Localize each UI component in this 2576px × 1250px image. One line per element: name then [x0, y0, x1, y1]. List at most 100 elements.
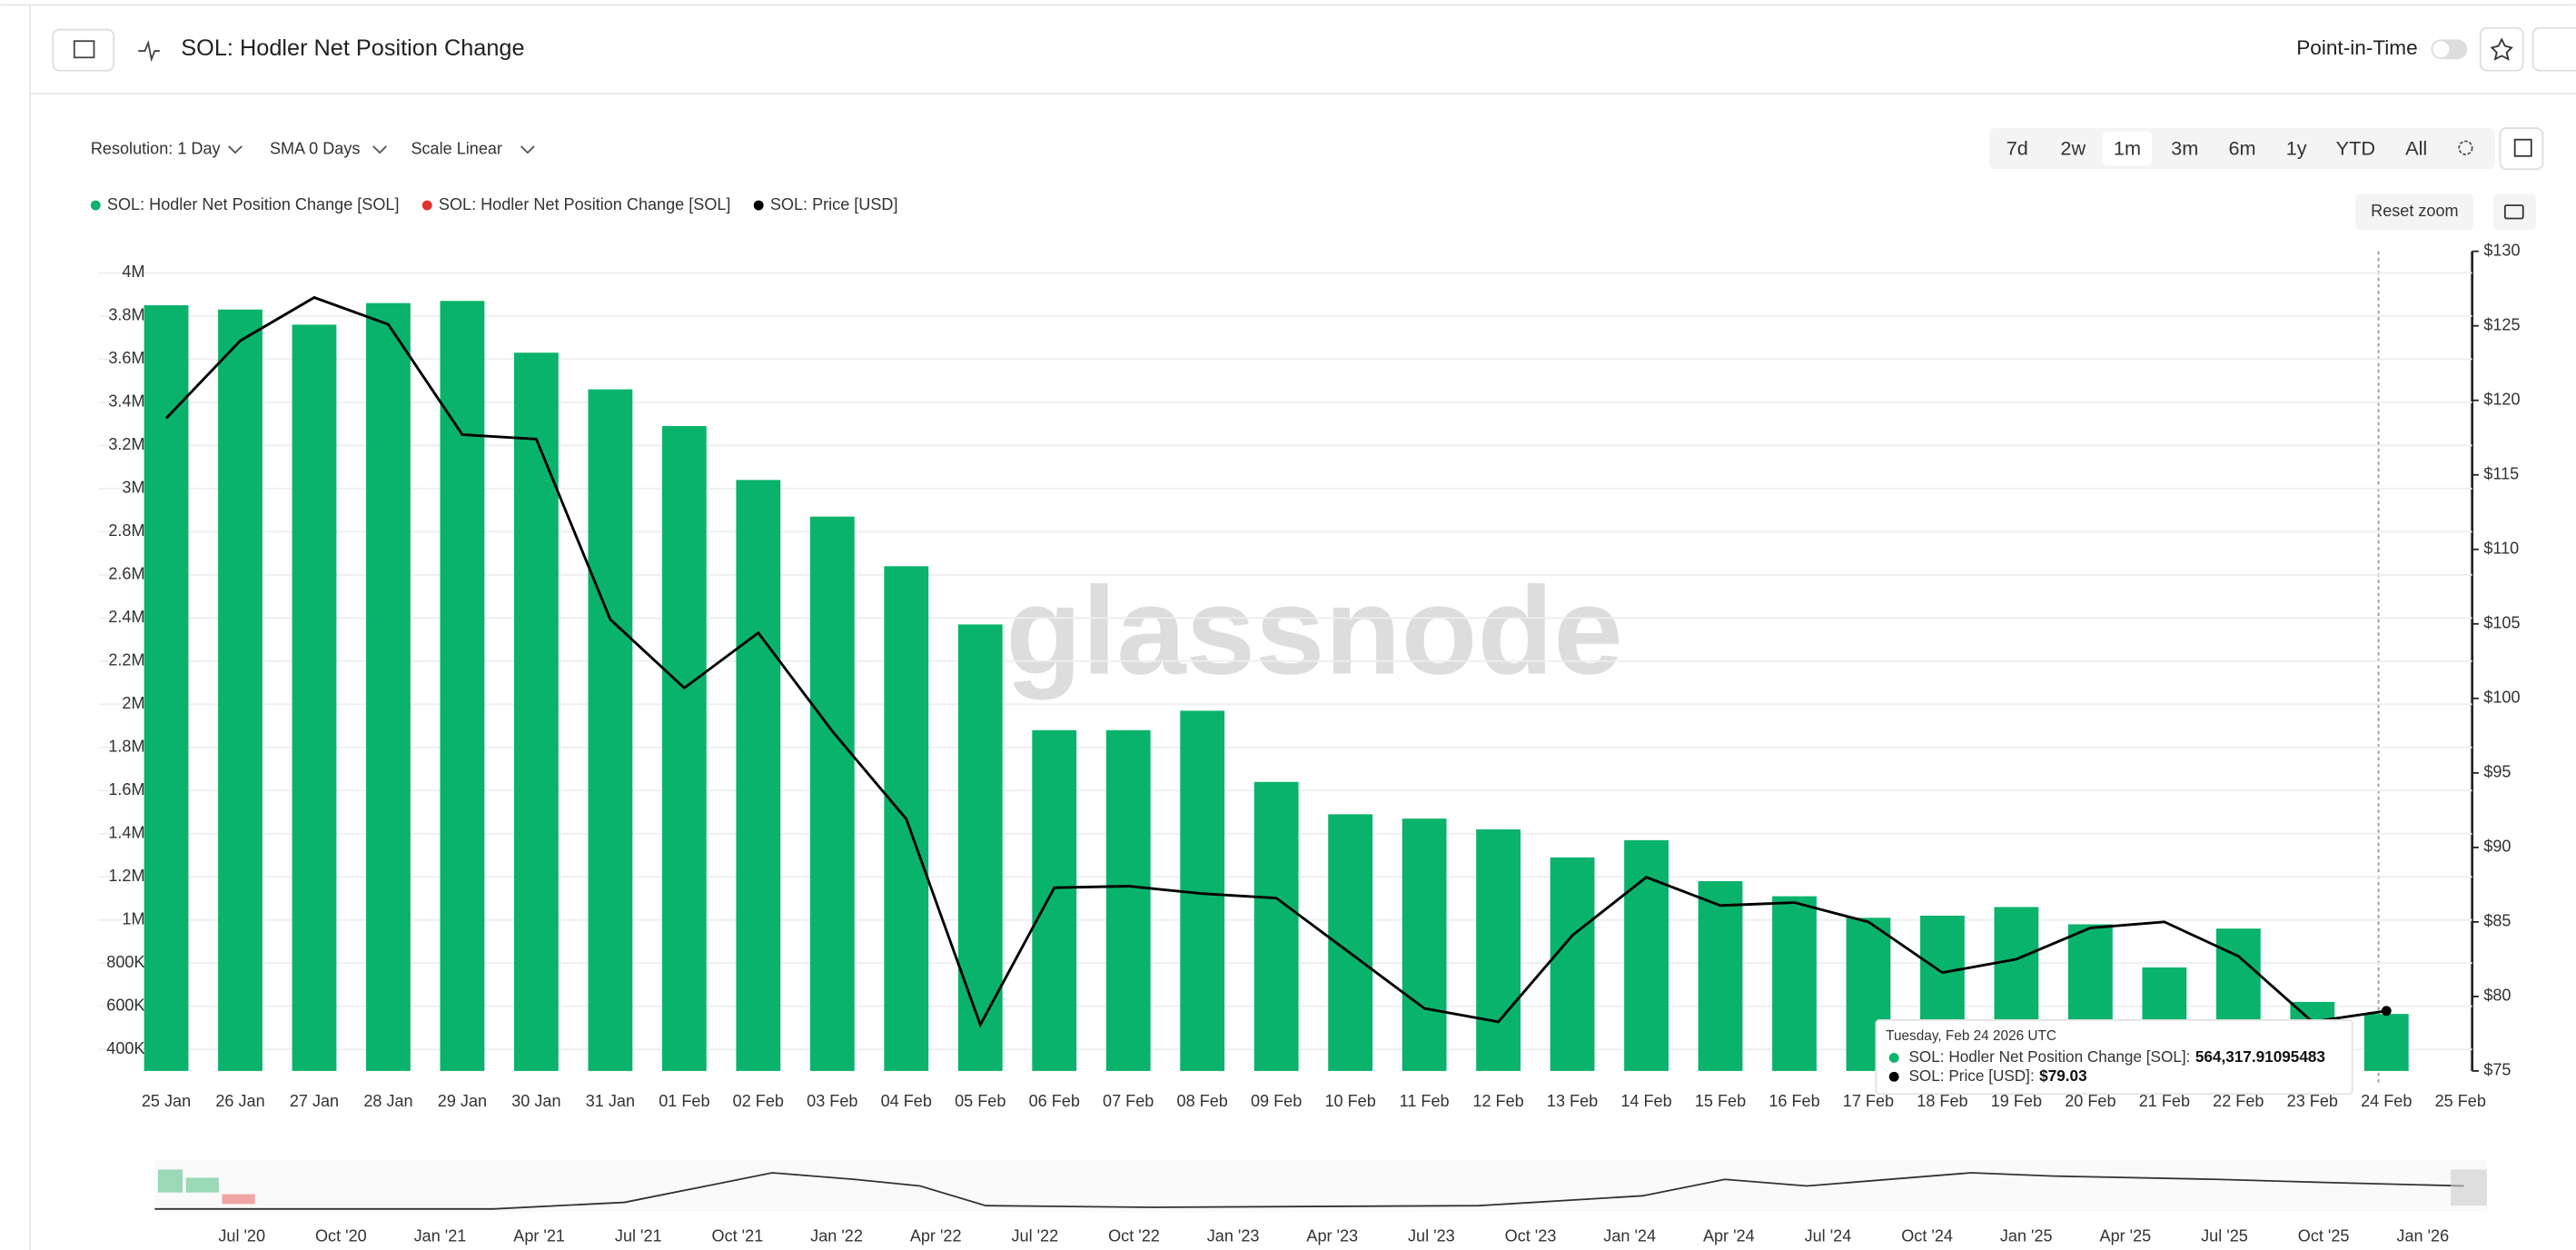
calendar-icon	[2513, 138, 2532, 157]
navigator-label: Oct '25	[2298, 1226, 2350, 1245]
navigator-label: Jul '25	[2201, 1226, 2248, 1245]
legend-dot	[421, 200, 432, 211]
navigator-area	[185, 1177, 219, 1193]
tooltip-dot	[1888, 1053, 1899, 1063]
bar	[1550, 857, 1595, 1071]
range-button[interactable]: 7d	[2006, 136, 2028, 159]
range-button[interactable]: 1m	[2114, 136, 2141, 159]
range-button[interactable]: 2w	[2060, 136, 2086, 159]
bar	[736, 480, 781, 1071]
y2-tick-label: $90	[2483, 838, 2511, 856]
navigator-label: Jul '22	[1011, 1226, 1058, 1245]
navigator-window[interactable]	[2451, 1169, 2487, 1206]
hover-point	[2381, 1006, 2392, 1017]
navigator-label: Jul '23	[1408, 1226, 1455, 1245]
navigator-label: Oct '20	[315, 1226, 367, 1245]
y2-tick-label: $110	[2483, 540, 2519, 558]
x-tick-label: 28 Jan	[363, 1092, 412, 1110]
range-button[interactable]: 6m	[2228, 136, 2255, 159]
y-tick-label: 2M	[122, 694, 144, 712]
range-button[interactable]: 1y	[2286, 136, 2307, 159]
x-tick-label: 25 Jan	[142, 1092, 191, 1110]
navigator-label: Jan '23	[1207, 1226, 1260, 1245]
zoom-icon	[2458, 140, 2473, 155]
navigator	[154, 1159, 2487, 1213]
price-line	[164, 295, 2387, 1028]
resolution-dropdown[interactable]: Resolution: 1 Day	[91, 139, 221, 157]
navigator-area	[222, 1194, 255, 1205]
navigator-label: Oct '22	[1108, 1226, 1160, 1245]
bar	[809, 516, 855, 1071]
bar	[1402, 818, 1447, 1071]
chevron	[228, 145, 243, 154]
x-tick-label: 30 Jan	[511, 1092, 560, 1110]
x-tick-label: 16 Feb	[1769, 1092, 1819, 1110]
x-tick-label: 15 Feb	[1695, 1092, 1746, 1110]
scale-dropdown[interactable]: Scale Linear	[411, 139, 502, 157]
legend-label[interactable]: SOL: Hodler Net Position Change [SOL]	[107, 195, 400, 213]
sidebar-button[interactable]	[52, 28, 115, 72]
navigator-label: Jul '24	[1805, 1226, 1852, 1245]
y-tick-label: 600K	[106, 996, 144, 1014]
x-tick-label: 04 Feb	[881, 1092, 932, 1110]
range-button[interactable]: All	[2405, 136, 2427, 159]
calendar-button[interactable]	[2499, 127, 2544, 171]
screenshot-button[interactable]	[2493, 193, 2537, 231]
tooltip	[1875, 1018, 2353, 1096]
navigator-label: Jan '25	[2000, 1226, 2053, 1245]
y2-tick-label: $75	[2483, 1061, 2511, 1079]
x-tick-label: 26 Jan	[215, 1092, 264, 1110]
bar	[1032, 729, 1077, 1071]
legend-label[interactable]: SOL: Hodler Net Position Change [SOL]	[439, 195, 731, 213]
bar	[1253, 781, 1299, 1071]
sma-dropdown[interactable]: SMA 0 Days	[270, 139, 360, 157]
x-tick-label: 27 Jan	[290, 1092, 339, 1110]
bar	[218, 309, 263, 1071]
y-tick-label: 800K	[106, 953, 144, 971]
star-button[interactable]	[2479, 26, 2524, 72]
reset-zoom-button[interactable]	[2355, 193, 2474, 231]
navigator-area	[157, 1169, 183, 1193]
bar	[366, 303, 411, 1071]
legend-label[interactable]: SOL: Price [USD]	[770, 195, 898, 213]
bar	[514, 352, 559, 1071]
bar	[1624, 839, 1669, 1071]
bar	[440, 301, 485, 1071]
x-tick-label: 19 Feb	[1991, 1092, 2042, 1110]
tooltip-label: SOL: Hodler Net Position Change [SOL]:	[1908, 1047, 2190, 1066]
navigator-label: Jul '21	[615, 1226, 662, 1245]
x-tick-label: 20 Feb	[2065, 1092, 2115, 1110]
x-tick-label: 14 Feb	[1620, 1092, 1671, 1110]
range-button[interactable]: 3m	[2171, 136, 2198, 159]
x-tick-label: 22 Feb	[2213, 1092, 2264, 1110]
y-tick-label: 2.4M	[108, 608, 144, 626]
x-tick-label: 25 Feb	[2435, 1092, 2486, 1110]
share-button[interactable]	[2531, 26, 2576, 72]
y-tick-label: 3.2M	[108, 435, 144, 453]
sidebar-icon	[73, 40, 95, 59]
navigator-label: Apr '22	[910, 1226, 962, 1245]
x-tick-label: 08 Feb	[1177, 1092, 1228, 1110]
x-tick-label: 01 Feb	[659, 1092, 709, 1110]
y2-tick-label: $105	[2483, 614, 2520, 632]
toggle-knob	[2432, 41, 2450, 58]
tooltip-date: Tuesday, Feb 24 2026 UTC	[1886, 1028, 2056, 1044]
y2-tick-label: $100	[2483, 689, 2520, 707]
x-tick-label: 09 Feb	[1251, 1092, 1302, 1110]
y-tick-label: 2.6M	[108, 565, 144, 583]
star-icon	[2490, 37, 2513, 61]
chevron	[372, 145, 387, 154]
x-tick-label: 17 Feb	[1843, 1092, 1894, 1110]
tooltip-dot	[1888, 1071, 1899, 1082]
navigator-label: Apr '23	[1306, 1226, 1358, 1245]
range-button[interactable]: YTD	[2336, 136, 2375, 159]
y-tick-label: 1.4M	[108, 824, 144, 842]
watermark: glassnode	[1006, 561, 1623, 700]
navigator-label: Jan '26	[2396, 1226, 2449, 1245]
y-tick-label: 3.6M	[108, 349, 144, 367]
x-tick-label: 13 Feb	[1547, 1092, 1598, 1110]
tooltip-label: SOL: Price [USD]:	[1908, 1066, 2034, 1085]
navigator-line	[154, 1172, 2464, 1210]
navigator-label: Apr '24	[1703, 1226, 1755, 1245]
navigator-label: Jan '21	[414, 1226, 467, 1245]
